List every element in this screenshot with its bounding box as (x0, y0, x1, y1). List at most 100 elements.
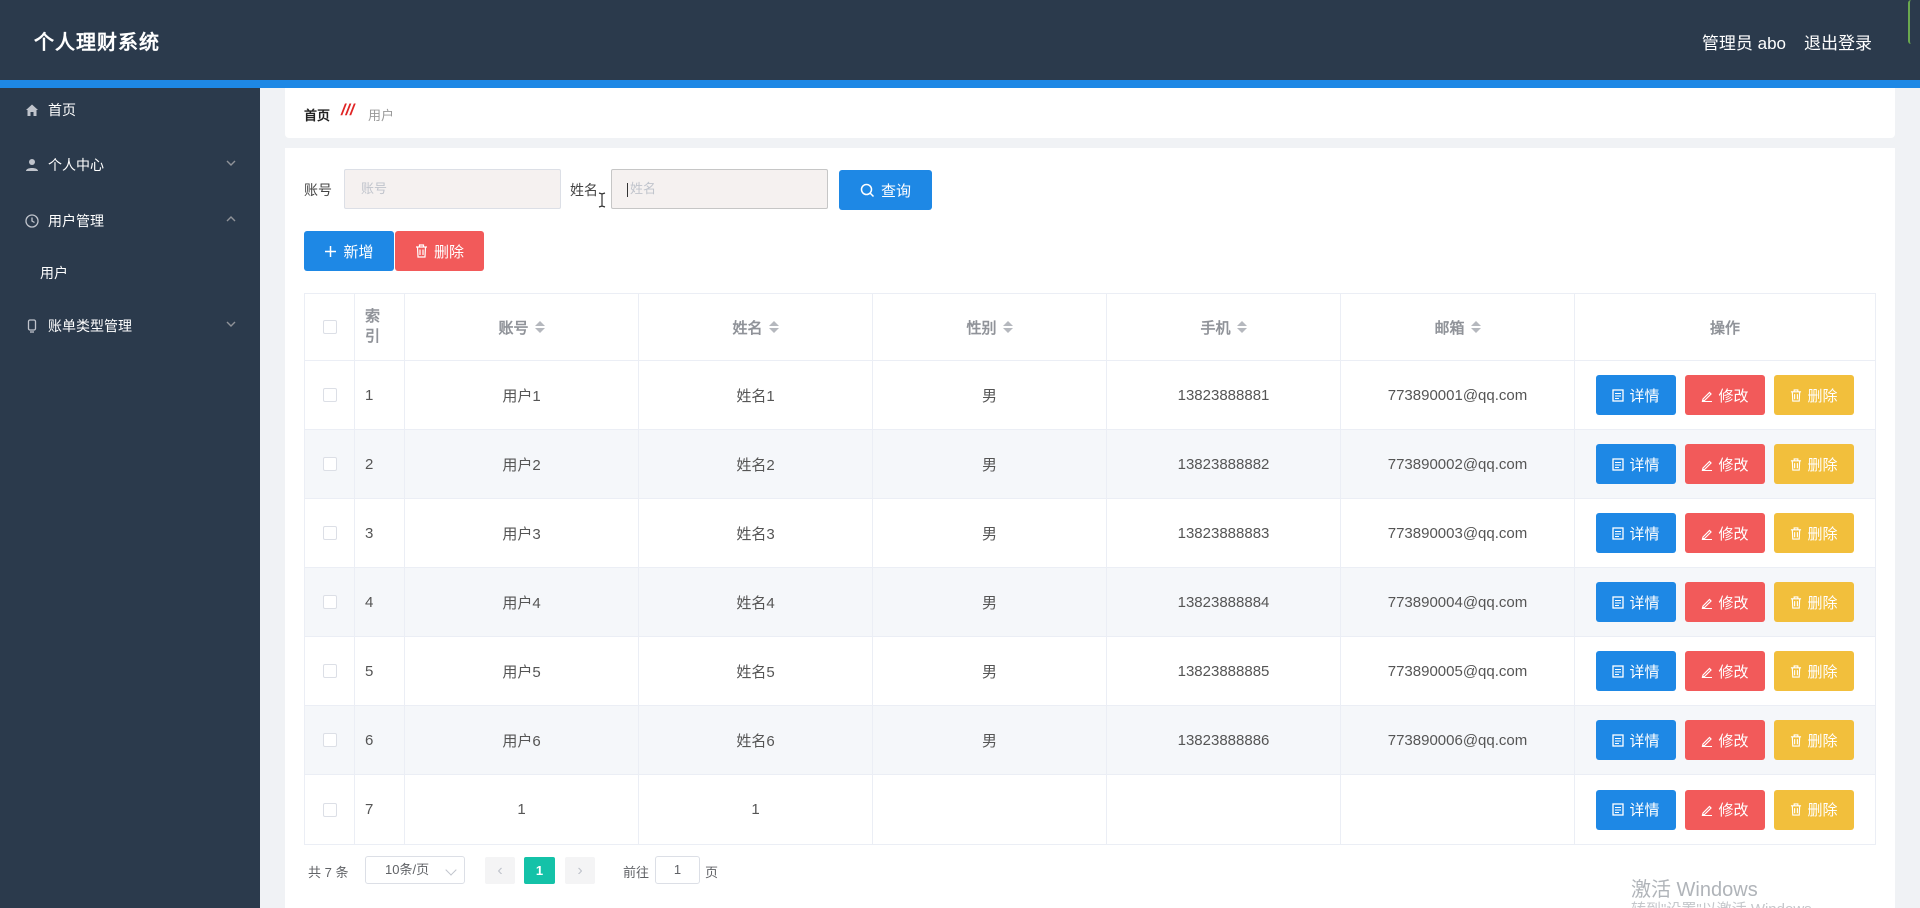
edit-button[interactable]: 修改 (1685, 651, 1765, 691)
edit-button[interactable]: 修改 (1685, 582, 1765, 622)
edit-button[interactable]: 修改 (1685, 444, 1765, 484)
detail-button[interactable]: 详情 (1596, 375, 1676, 415)
document-icon (1612, 803, 1625, 816)
row-checkbox-cell (305, 361, 355, 429)
row-checkbox[interactable] (322, 733, 337, 747)
table-row: 6 用户6 姓名6 男 13823888886 773890006@qq.com 详情 修改 删… (305, 706, 1875, 775)
row-checkbox-cell (305, 430, 355, 498)
header-email[interactable]: 邮箱 (1341, 294, 1575, 360)
edit-icon (1702, 391, 1713, 402)
cell-name: 姓名1 (639, 361, 873, 429)
header-name[interactable]: 姓名 (639, 294, 873, 360)
header-phone[interactable]: 手机 (1107, 294, 1341, 360)
sort-icon[interactable] (768, 321, 779, 333)
row-delete-button-label: 删除 (1807, 456, 1838, 474)
batch-delete-button[interactable]: 删除 (395, 231, 484, 271)
chevron-down-icon (445, 864, 457, 876)
cell-index: 7 (355, 775, 405, 844)
edit-icon (1702, 736, 1713, 747)
row-delete-button[interactable]: 删除 (1774, 651, 1854, 691)
sort-icon[interactable] (534, 321, 545, 333)
row-checkbox[interactable] (322, 802, 337, 817)
row-delete-button[interactable]: 删除 (1774, 375, 1854, 415)
next-page-button[interactable]: › (565, 857, 595, 884)
detail-button[interactable]: 详情 (1596, 513, 1676, 553)
detail-button[interactable]: 详情 (1596, 582, 1676, 622)
cell-gender: 男 (873, 637, 1107, 705)
edit-icon (1702, 460, 1713, 471)
edit-button[interactable]: 修改 (1685, 720, 1765, 760)
detail-button-label: 详情 (1629, 387, 1660, 405)
cell-index: 1 (355, 361, 405, 429)
edit-icon (1702, 667, 1713, 678)
sort-icon[interactable] (1002, 321, 1013, 333)
windows-activation-watermark: 激活 Windows (1631, 879, 1758, 901)
cell-operations: 详情 修改 删除 (1575, 775, 1875, 844)
goto-page-input[interactable]: 1 (655, 856, 700, 884)
chevron-right-icon: › (577, 861, 583, 879)
row-checkbox[interactable] (322, 664, 337, 678)
row-delete-button[interactable]: 删除 (1774, 789, 1854, 830)
sidebar-item-personal-center[interactable]: 个人中心 (0, 143, 260, 187)
cell-operations: 详情 修改 删除 (1575, 430, 1875, 498)
row-checkbox[interactable] (322, 595, 337, 609)
row-checkbox[interactable] (322, 457, 337, 471)
row-delete-button-label: 删除 (1807, 663, 1838, 681)
row-delete-button[interactable]: 删除 (1774, 720, 1854, 760)
sidebar-subitem-users[interactable]: 用户 (40, 265, 68, 281)
edit-button[interactable]: 修改 (1685, 789, 1765, 830)
page-number-current[interactable]: 1 (524, 857, 555, 884)
account-label: 账号 (304, 182, 332, 198)
account-search-input[interactable]: 账号 (344, 169, 561, 209)
detail-button[interactable]: 详情 (1596, 651, 1676, 691)
cell-email: 773890005@qq.com (1341, 637, 1575, 705)
header-gender-label: 性别 (966, 319, 997, 337)
detail-button[interactable]: 详情 (1596, 444, 1676, 484)
cell-name: 姓名4 (639, 568, 873, 636)
cell-gender: 男 (873, 499, 1107, 567)
edit-button-label: 修改 (1718, 387, 1749, 405)
sidebar-item-home[interactable]: 首页 (0, 88, 260, 132)
document-icon (1612, 664, 1625, 678)
pagination-total: 共 7 条 (308, 865, 349, 880)
detail-button[interactable]: 详情 (1596, 789, 1676, 830)
cell-name: 姓名2 (639, 430, 873, 498)
row-delete-button[interactable]: 删除 (1774, 444, 1854, 484)
edit-button-label: 修改 (1718, 456, 1749, 474)
page-size-select[interactable]: 10条/页 (365, 856, 465, 884)
row-delete-button[interactable]: 删除 (1774, 582, 1854, 622)
header-gender[interactable]: 性别 (873, 294, 1107, 360)
row-checkbox[interactable] (322, 526, 337, 540)
name-search-placeholder: 姓名 (630, 181, 657, 196)
sort-icon[interactable] (1236, 321, 1247, 333)
window-grip-handle[interactable] (1908, 0, 1920, 44)
cell-email (1341, 775, 1575, 844)
header-account[interactable]: 账号 (405, 294, 639, 360)
header-email-label: 邮箱 (1434, 319, 1465, 337)
goto-label: 前往 (623, 865, 650, 880)
query-button[interactable]: 查询 (839, 170, 932, 210)
row-delete-button-label: 删除 (1807, 387, 1838, 405)
header-name-label: 姓名 (732, 319, 763, 337)
sidebar-item-user-management[interactable]: 用户管理 (0, 199, 260, 243)
prev-page-button[interactable]: ‹ (485, 857, 515, 884)
logout-link[interactable]: 退出登录 (1804, 34, 1872, 53)
trash-icon (1791, 388, 1802, 402)
edit-button-label: 修改 (1718, 525, 1749, 543)
name-search-input[interactable]: 姓名 (611, 169, 828, 209)
sort-icon[interactable] (1470, 321, 1481, 333)
chevron-down-icon (226, 321, 236, 327)
sidebar-item-bill-type-management[interactable]: 账单类型管理 (0, 304, 260, 348)
table-row: 5 用户5 姓名5 男 13823888885 773890005@qq.com 详情 修改 删… (305, 637, 1875, 706)
detail-button[interactable]: 详情 (1596, 720, 1676, 760)
edit-button[interactable]: 修改 (1685, 513, 1765, 553)
edit-button[interactable]: 修改 (1685, 375, 1765, 415)
table-row: 2 用户2 姓名2 男 13823888882 773890002@qq.com 详情 修改 删… (305, 430, 1875, 499)
detail-button-label: 详情 (1629, 525, 1660, 543)
add-button-label: 新增 (343, 243, 374, 261)
add-button[interactable]: 新增 (304, 231, 394, 271)
row-delete-button[interactable]: 删除 (1774, 513, 1854, 553)
select-all-checkbox[interactable] (322, 320, 337, 334)
breadcrumb-home[interactable]: 首页 (304, 108, 331, 123)
row-checkbox[interactable] (322, 388, 337, 402)
